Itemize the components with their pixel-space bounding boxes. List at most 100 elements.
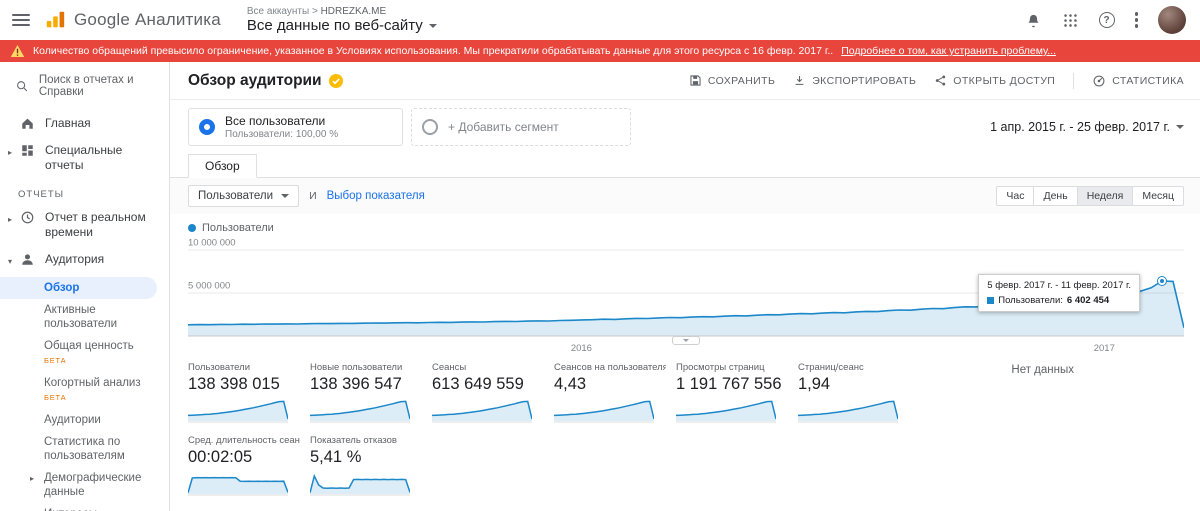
caret-icon: ▾ bbox=[8, 257, 13, 266]
segments-row: Все пользователи Пользователи: 100,00 % … bbox=[170, 100, 1200, 154]
app-title: Google Аналитика bbox=[74, 10, 221, 29]
metric-card-pages-per-session[interactable]: Страниц/сеанс 1,94 bbox=[798, 362, 910, 423]
warning-icon bbox=[10, 45, 25, 57]
segment-all-users[interactable]: Все пользователи Пользователи: 100,00 % bbox=[188, 108, 403, 146]
apps-grid-button[interactable] bbox=[1062, 12, 1079, 29]
main-chart-area bbox=[188, 281, 1184, 336]
breadcrumb-accounts[interactable]: Все аккаунты bbox=[246, 5, 310, 17]
metric-card-sessions-per-user[interactable]: Сеансов на пользователя 4,43 bbox=[554, 362, 666, 423]
avatar[interactable] bbox=[1158, 6, 1186, 34]
sidebar-item-label: Специальные отчеты bbox=[45, 143, 123, 172]
sparkline bbox=[676, 400, 776, 423]
divider bbox=[1073, 72, 1075, 89]
timeline-handle[interactable] bbox=[672, 336, 700, 345]
tooltip-date-range: 5 февр. 2017 г. - 11 февр. 2017 г. bbox=[987, 280, 1131, 291]
select-metric-link[interactable]: Выбор показателя bbox=[326, 190, 425, 202]
sparkline bbox=[798, 400, 898, 423]
tooltip-series-swatch bbox=[987, 297, 995, 304]
sidebar-search-placeholder: Поиск в отчетах и Справки bbox=[38, 74, 134, 98]
breadcrumb: Все аккаунты > HDREZKA.ME bbox=[247, 6, 437, 18]
sparkline bbox=[432, 400, 532, 423]
more-options-button[interactable] bbox=[1134, 12, 1138, 28]
segment-radio-icon bbox=[199, 119, 215, 135]
sidebar-item-cohort-analysis[interactable]: Когортный анализ БЕТА bbox=[0, 372, 169, 409]
breadcrumb-separator: > bbox=[311, 5, 318, 17]
share-button[interactable]: ОТКРЫТЬ ДОСТУП bbox=[934, 74, 1055, 87]
metrics-section: Пользователи 138 398 015 Новые пользоват… bbox=[188, 362, 1184, 496]
help-button[interactable]: ? bbox=[1098, 12, 1115, 28]
sidebar-item-lifetime-value[interactable]: Общая ценность БЕТА bbox=[0, 335, 169, 372]
export-button[interactable]: ЭКСПОРТИРОВАТЬ bbox=[793, 74, 916, 87]
sparkline bbox=[310, 473, 410, 496]
segment-title: Все пользователи bbox=[225, 114, 326, 128]
caret-icon: ▸ bbox=[30, 474, 35, 483]
chart-tooltip: 5 февр. 2017 г. - 11 февр. 2017 г. Польз… bbox=[978, 274, 1140, 312]
chart-xtick: 2016 bbox=[570, 343, 592, 354]
caret-icon: ▸ bbox=[8, 148, 13, 157]
sparkline bbox=[554, 400, 654, 423]
analytics-logo-icon bbox=[44, 9, 66, 31]
granularity-week-button[interactable]: Неделя bbox=[1076, 186, 1134, 206]
sidebar-item-audiences[interactable]: Аудитории bbox=[44, 414, 101, 426]
intelligence-button[interactable]: СТАТИСТИКА bbox=[1092, 74, 1184, 88]
sidebar-item-label: Аудитория bbox=[45, 252, 105, 266]
tooltip-series-label: Пользователи: bbox=[998, 295, 1063, 306]
metric-card-new-users[interactable]: Новые пользователи 138 396 547 bbox=[310, 362, 422, 423]
metric-card-sessions[interactable]: Сеансы 613 649 559 bbox=[432, 362, 544, 423]
granularity-switch: Час День Неделя Месяц bbox=[996, 186, 1184, 206]
verified-badge-icon[interactable] bbox=[328, 73, 343, 88]
metric-card-avg-session-duration[interactable]: Сред. длительность сеанса 00:02:05 bbox=[188, 435, 300, 496]
metric-dropdown[interactable]: Пользователи bbox=[188, 185, 300, 207]
metric-card-pageviews[interactable]: Просмотры страниц 1 191 767 556 bbox=[676, 362, 788, 423]
warning-help-link[interactable]: Подробнее о том, как устранить проблему.… bbox=[841, 45, 1056, 57]
view-selector[interactable]: Все данные по веб-сайту bbox=[247, 17, 437, 34]
tab-overview[interactable]: Обзор bbox=[188, 154, 257, 178]
tab-bar: Обзор bbox=[170, 154, 1200, 178]
granularity-day-button[interactable]: День bbox=[1033, 186, 1078, 206]
save-button[interactable]: СОХРАНИТЬ bbox=[689, 74, 775, 87]
metric-card-bounce-rate[interactable]: Показатель отказов 5,41 % bbox=[310, 435, 422, 496]
sidebar-item-audience[interactable]: ▾ Аудитория bbox=[0, 246, 169, 275]
sidebar-item-custom-reports[interactable]: ▸ Специальные отчеты bbox=[0, 137, 169, 179]
sidebar-item-realtime[interactable]: ▸ Отчет в реальном времени bbox=[0, 204, 169, 246]
caret bbox=[8, 116, 20, 118]
audience-person-icon bbox=[20, 252, 36, 267]
sidebar-item-overview[interactable]: Обзор bbox=[0, 277, 157, 299]
sidebar-item-demographics[interactable]: ▸ Демографические данные bbox=[30, 472, 142, 498]
beta-badge: БЕТА bbox=[44, 393, 67, 402]
breadcrumb-property[interactable]: HDREZKA.ME bbox=[320, 5, 387, 17]
warning-message: Количество обращений превысило ограничен… bbox=[33, 45, 834, 57]
tooltip-value: 6 402 454 bbox=[1066, 295, 1110, 306]
segment-subtitle: Пользователи: 100,00 % bbox=[225, 129, 339, 140]
granularity-month-button[interactable]: Месяц bbox=[1132, 186, 1184, 206]
menu-icon[interactable] bbox=[12, 14, 30, 26]
audience-subnav: Обзор Активные пользователи Общая ценнос… bbox=[0, 277, 169, 511]
sidebar-item-label: Главная bbox=[45, 116, 91, 130]
chart-legend: Пользователи bbox=[170, 214, 1200, 236]
y-axis-label: 10 000 000 bbox=[188, 237, 236, 249]
sidebar-section-reports: ОТЧЕТЫ bbox=[18, 189, 65, 200]
chart-controls: Пользователи И Выбор показателя Час День… bbox=[170, 178, 1200, 214]
sidebar-item-user-explorer[interactable]: Статистика по пользователям bbox=[44, 436, 125, 462]
chevron-down-icon bbox=[428, 23, 437, 28]
y-axis-label: 5 000 000 bbox=[188, 280, 231, 292]
add-segment-button[interactable]: + Добавить сегмент bbox=[411, 108, 631, 146]
main-content: Обзор аудитории СОХРАНИТЬ ЭКСПОРТИРОВАТЬ… bbox=[170, 62, 1200, 511]
main-chart[interactable]: 10 000 000 5 000 000 5 февр. 2017 г. - 1… bbox=[188, 237, 1184, 354]
export-icon bbox=[795, 75, 804, 85]
caret-icon: ▸ bbox=[8, 215, 13, 224]
sidebar: Поиск в отчетах и Справки Главная ▸ Спец… bbox=[0, 62, 170, 511]
granularity-hour-button[interactable]: Час bbox=[996, 186, 1035, 206]
sidebar-item-interests[interactable]: ▸ Интересы bbox=[0, 503, 169, 511]
sidebar-search[interactable]: Поиск в отчетах и Справки bbox=[0, 62, 169, 110]
sidebar-item-home[interactable]: Главная bbox=[0, 110, 169, 137]
sparkline bbox=[188, 400, 288, 423]
date-range-selector[interactable]: 1 апр. 2015 г. - 25 февр. 2017 г. bbox=[990, 120, 1184, 134]
warning-banner: Количество обращений превысило ограничен… bbox=[0, 40, 1200, 62]
metric-card-users[interactable]: Пользователи 138 398 015 bbox=[188, 362, 300, 423]
chart-marker-dot bbox=[1158, 276, 1167, 285]
notifications-button[interactable] bbox=[1025, 12, 1042, 29]
sidebar-item-active-users[interactable]: Активные пользователи bbox=[44, 304, 118, 330]
sparkline bbox=[188, 476, 288, 496]
bell-icon bbox=[1027, 14, 1039, 27]
